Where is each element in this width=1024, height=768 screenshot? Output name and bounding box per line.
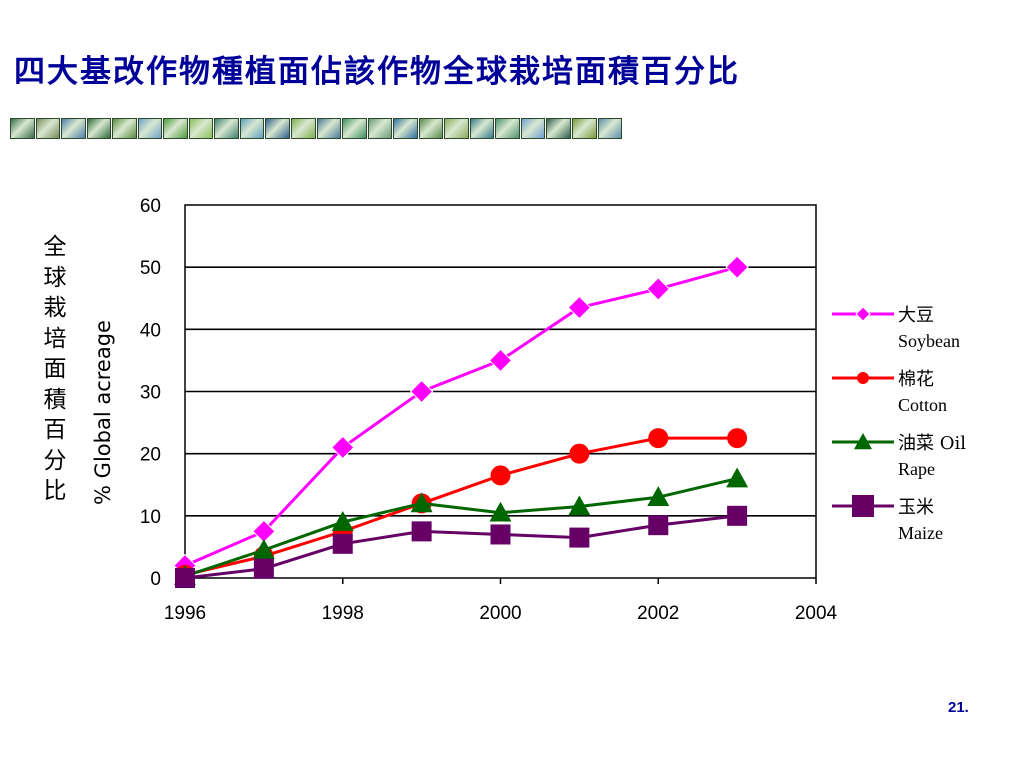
banner-tile bbox=[495, 118, 520, 139]
y-tick-label: 0 bbox=[150, 569, 161, 590]
data-point-maize bbox=[411, 521, 432, 542]
banner-tile bbox=[572, 118, 597, 139]
data-point-cotton bbox=[490, 465, 511, 486]
series-line-rape bbox=[184, 477, 738, 578]
y-axis-label: % Global acreage bbox=[91, 320, 115, 505]
banner-tile bbox=[316, 118, 342, 139]
banner-tile bbox=[61, 118, 86, 139]
data-point-soybean bbox=[646, 277, 670, 301]
data-point-maize bbox=[175, 568, 195, 588]
page-number: 21. bbox=[948, 699, 969, 716]
data-point-rape bbox=[647, 486, 670, 506]
data-point-maize bbox=[648, 515, 669, 536]
data-point-rape bbox=[410, 492, 433, 513]
banner-tile bbox=[239, 118, 265, 139]
y-tick-label: 60 bbox=[140, 196, 161, 217]
data-point-soybean bbox=[488, 348, 513, 373]
data-point-rape bbox=[489, 501, 512, 522]
banner-tile bbox=[265, 118, 291, 139]
legend-label-en-maize: Maize bbox=[898, 523, 943, 543]
banner-tile bbox=[418, 118, 444, 139]
decorative-banner bbox=[10, 118, 623, 139]
banner-tile bbox=[35, 118, 61, 139]
banner-tile bbox=[597, 118, 623, 139]
legend-label-soybean: 大豆 bbox=[898, 305, 934, 326]
legend-label-en-cotton: Cotton bbox=[898, 395, 947, 415]
legend-marker-soybean bbox=[855, 306, 871, 322]
legend-label-maize: 玉米 bbox=[898, 497, 934, 518]
x-tick-label: 2004 bbox=[795, 603, 838, 624]
data-point-cotton bbox=[727, 428, 748, 449]
banner-tile bbox=[367, 118, 393, 139]
legend-label-cotton: 棉花 bbox=[898, 369, 934, 390]
y-tick-label: 20 bbox=[140, 445, 161, 466]
data-point-maize bbox=[332, 533, 353, 554]
banner-tile bbox=[444, 118, 469, 139]
data-point-soybean bbox=[567, 295, 592, 320]
legend-label-en-rape: Rape bbox=[898, 459, 935, 479]
x-tick-label: 1998 bbox=[322, 603, 364, 624]
data-point-cotton bbox=[648, 428, 669, 449]
data-point-soybean bbox=[725, 255, 749, 279]
banner-tile bbox=[10, 118, 35, 139]
legend-marker-maize bbox=[852, 495, 874, 517]
data-point-rape bbox=[568, 495, 591, 516]
x-tick-label: 1996 bbox=[164, 603, 206, 624]
banner-tile bbox=[86, 118, 112, 139]
data-point-cotton bbox=[569, 443, 590, 464]
data-point-maize bbox=[727, 505, 748, 526]
banner-tile bbox=[520, 118, 546, 139]
series-line-maize bbox=[184, 514, 738, 580]
banner-tile bbox=[342, 118, 367, 139]
data-point-soybean bbox=[331, 435, 355, 460]
legend-marker-cotton bbox=[857, 372, 869, 384]
y-tick-label: 40 bbox=[140, 320, 161, 341]
slide-title: 四大基改作物種植面佔該作物全球栽培面積百分比 bbox=[14, 54, 740, 90]
legend-label-rape: 油菜 Oil bbox=[898, 433, 966, 454]
series-line-cotton bbox=[184, 436, 738, 577]
y-axis-chinese-label: 全球栽培面積百分比 bbox=[43, 234, 67, 504]
legend-label-en-soybean: Soybean bbox=[898, 331, 960, 351]
x-tick-label: 2002 bbox=[637, 603, 679, 624]
data-point-maize bbox=[253, 558, 274, 579]
data-point-rape bbox=[252, 539, 275, 559]
y-tick-label: 50 bbox=[140, 258, 161, 279]
banner-tile bbox=[393, 118, 418, 139]
series-line-soybean bbox=[184, 265, 738, 567]
banner-tile bbox=[291, 118, 316, 139]
banner-tile bbox=[112, 118, 137, 139]
y-tick-label: 10 bbox=[140, 507, 161, 528]
banner-tile bbox=[546, 118, 572, 139]
data-point-rape bbox=[331, 511, 354, 531]
banner-tile bbox=[214, 118, 239, 139]
banner-tile bbox=[188, 118, 214, 139]
banner-tile bbox=[163, 118, 188, 139]
data-point-maize bbox=[490, 524, 511, 545]
banner-tile bbox=[137, 118, 163, 139]
data-point-maize bbox=[569, 527, 590, 548]
banner-tile bbox=[469, 118, 495, 139]
data-point-soybean bbox=[409, 379, 434, 404]
x-tick-label: 2000 bbox=[479, 603, 521, 624]
data-point-rape bbox=[726, 467, 749, 488]
legend-marker-rape bbox=[854, 433, 872, 450]
y-tick-label: 30 bbox=[140, 383, 161, 404]
